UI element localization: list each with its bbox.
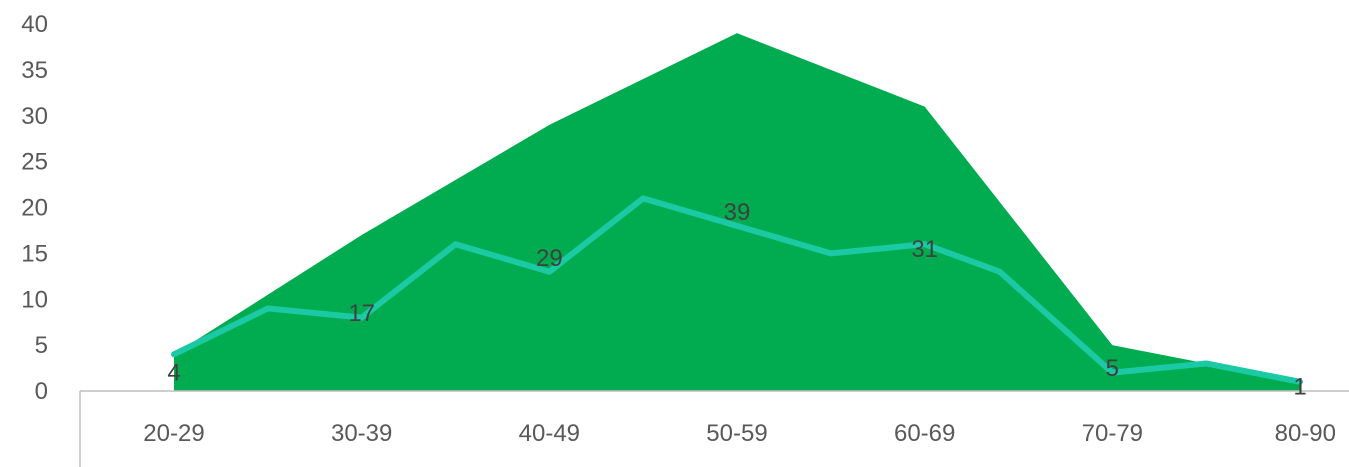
data-label: 5 <box>1106 355 1119 382</box>
x-axis-ticks: 20-29 30-39 40-49 50-59 60-69 70-79 80-90 <box>143 420 1336 447</box>
y-tick-label: 5 <box>35 332 48 359</box>
data-labels: 4 17 29 39 31 5 1 <box>167 199 1306 400</box>
area-shape <box>174 33 1300 392</box>
y-tick-label: 40 <box>21 11 48 38</box>
series-line <box>171 195 1303 385</box>
y-tick-label: 25 <box>21 149 48 176</box>
y-tick-label: 20 <box>21 195 48 222</box>
x-tick-label: 40-49 <box>519 420 580 447</box>
y-tick-label: 10 <box>21 286 48 313</box>
x-tick-label: 60-69 <box>894 420 955 447</box>
data-label: 39 <box>724 199 751 226</box>
y-tick-label: 15 <box>21 240 48 267</box>
x-tick-label: 30-39 <box>331 420 392 447</box>
area-series <box>174 33 1300 392</box>
axes <box>79 390 1349 467</box>
data-label: 29 <box>536 245 563 272</box>
x-tick-label: 80-90 <box>1275 420 1336 447</box>
data-label: 4 <box>167 360 180 387</box>
line-series <box>171 195 1303 385</box>
data-label: 1 <box>1293 373 1306 400</box>
y-tick-label: 0 <box>35 378 48 405</box>
x-tick-label: 20-29 <box>143 420 204 447</box>
x-tick-label: 50-59 <box>706 420 767 447</box>
x-tick-label: 70-79 <box>1082 420 1143 447</box>
data-label: 17 <box>348 300 375 327</box>
y-tick-label: 35 <box>21 57 48 84</box>
y-axis-ticks: 0 5 10 15 20 25 30 35 40 <box>21 11 48 405</box>
data-label: 31 <box>911 236 938 263</box>
y-tick-label: 30 <box>21 103 48 130</box>
